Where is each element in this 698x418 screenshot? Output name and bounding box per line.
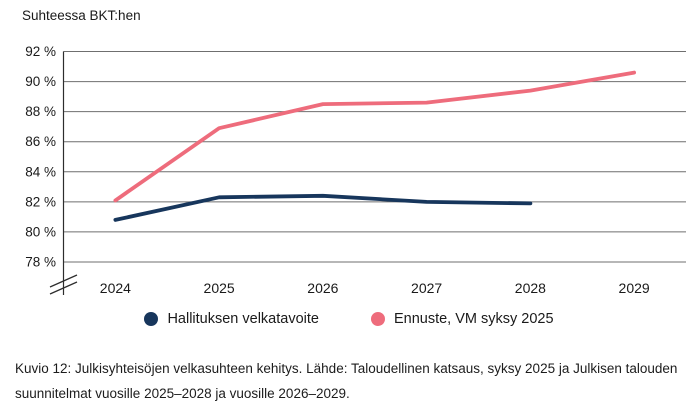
y-tick-label: 90 % <box>25 74 56 89</box>
y-tick-label: 80 % <box>25 224 56 239</box>
y-tick-label: 82 % <box>25 194 56 209</box>
x-tick-label: 2026 <box>307 280 338 296</box>
legend-item-hallituksen-velkatavoite: Hallituksen velkatavoite <box>144 311 319 327</box>
series-line-ennuste-vm-syksy-2025 <box>113 70 636 203</box>
figure-caption: Kuvio 12: Julkisyhteisöjen velkasuhteen … <box>15 361 678 401</box>
y-tick-label: 92 % <box>25 44 56 59</box>
chart-title: Suhteessa BKT:hen <box>22 8 141 23</box>
legend-dot-icon <box>144 312 159 326</box>
y-tick-label: 84 % <box>25 164 56 179</box>
y-tick-label: 86 % <box>25 134 56 149</box>
chart-legend: Hallituksen velkatavoite Ennuste, VM syk… <box>0 311 698 327</box>
legend-item-ennuste-vm-syksy-2025: Ennuste, VM syksy 2025 <box>370 311 554 327</box>
y-tick-label: 88 % <box>25 104 56 119</box>
axis-break-mark <box>49 281 78 295</box>
y-tick-label: 78 % <box>25 255 56 270</box>
x-tick-label: 2029 <box>619 280 650 296</box>
x-tick-label: 2024 <box>100 280 131 296</box>
x-tick-label: 2027 <box>411 280 442 296</box>
x-tick-label: 2025 <box>204 280 235 296</box>
axis-break-mark <box>49 274 78 288</box>
legend-label: Hallituksen velkatavoite <box>167 311 319 327</box>
line-chart-canvas: 92 % 90 % 88 % 86 % 84 % 82 % 80 % 78 % 2024 2025… <box>25 44 686 296</box>
legend-dot-icon <box>370 312 385 326</box>
x-tick-label: 2028 <box>515 280 546 296</box>
legend-label: Ennuste, VM syksy 2025 <box>393 311 554 327</box>
series-line-hallituksen-velkatavoite <box>113 193 533 222</box>
